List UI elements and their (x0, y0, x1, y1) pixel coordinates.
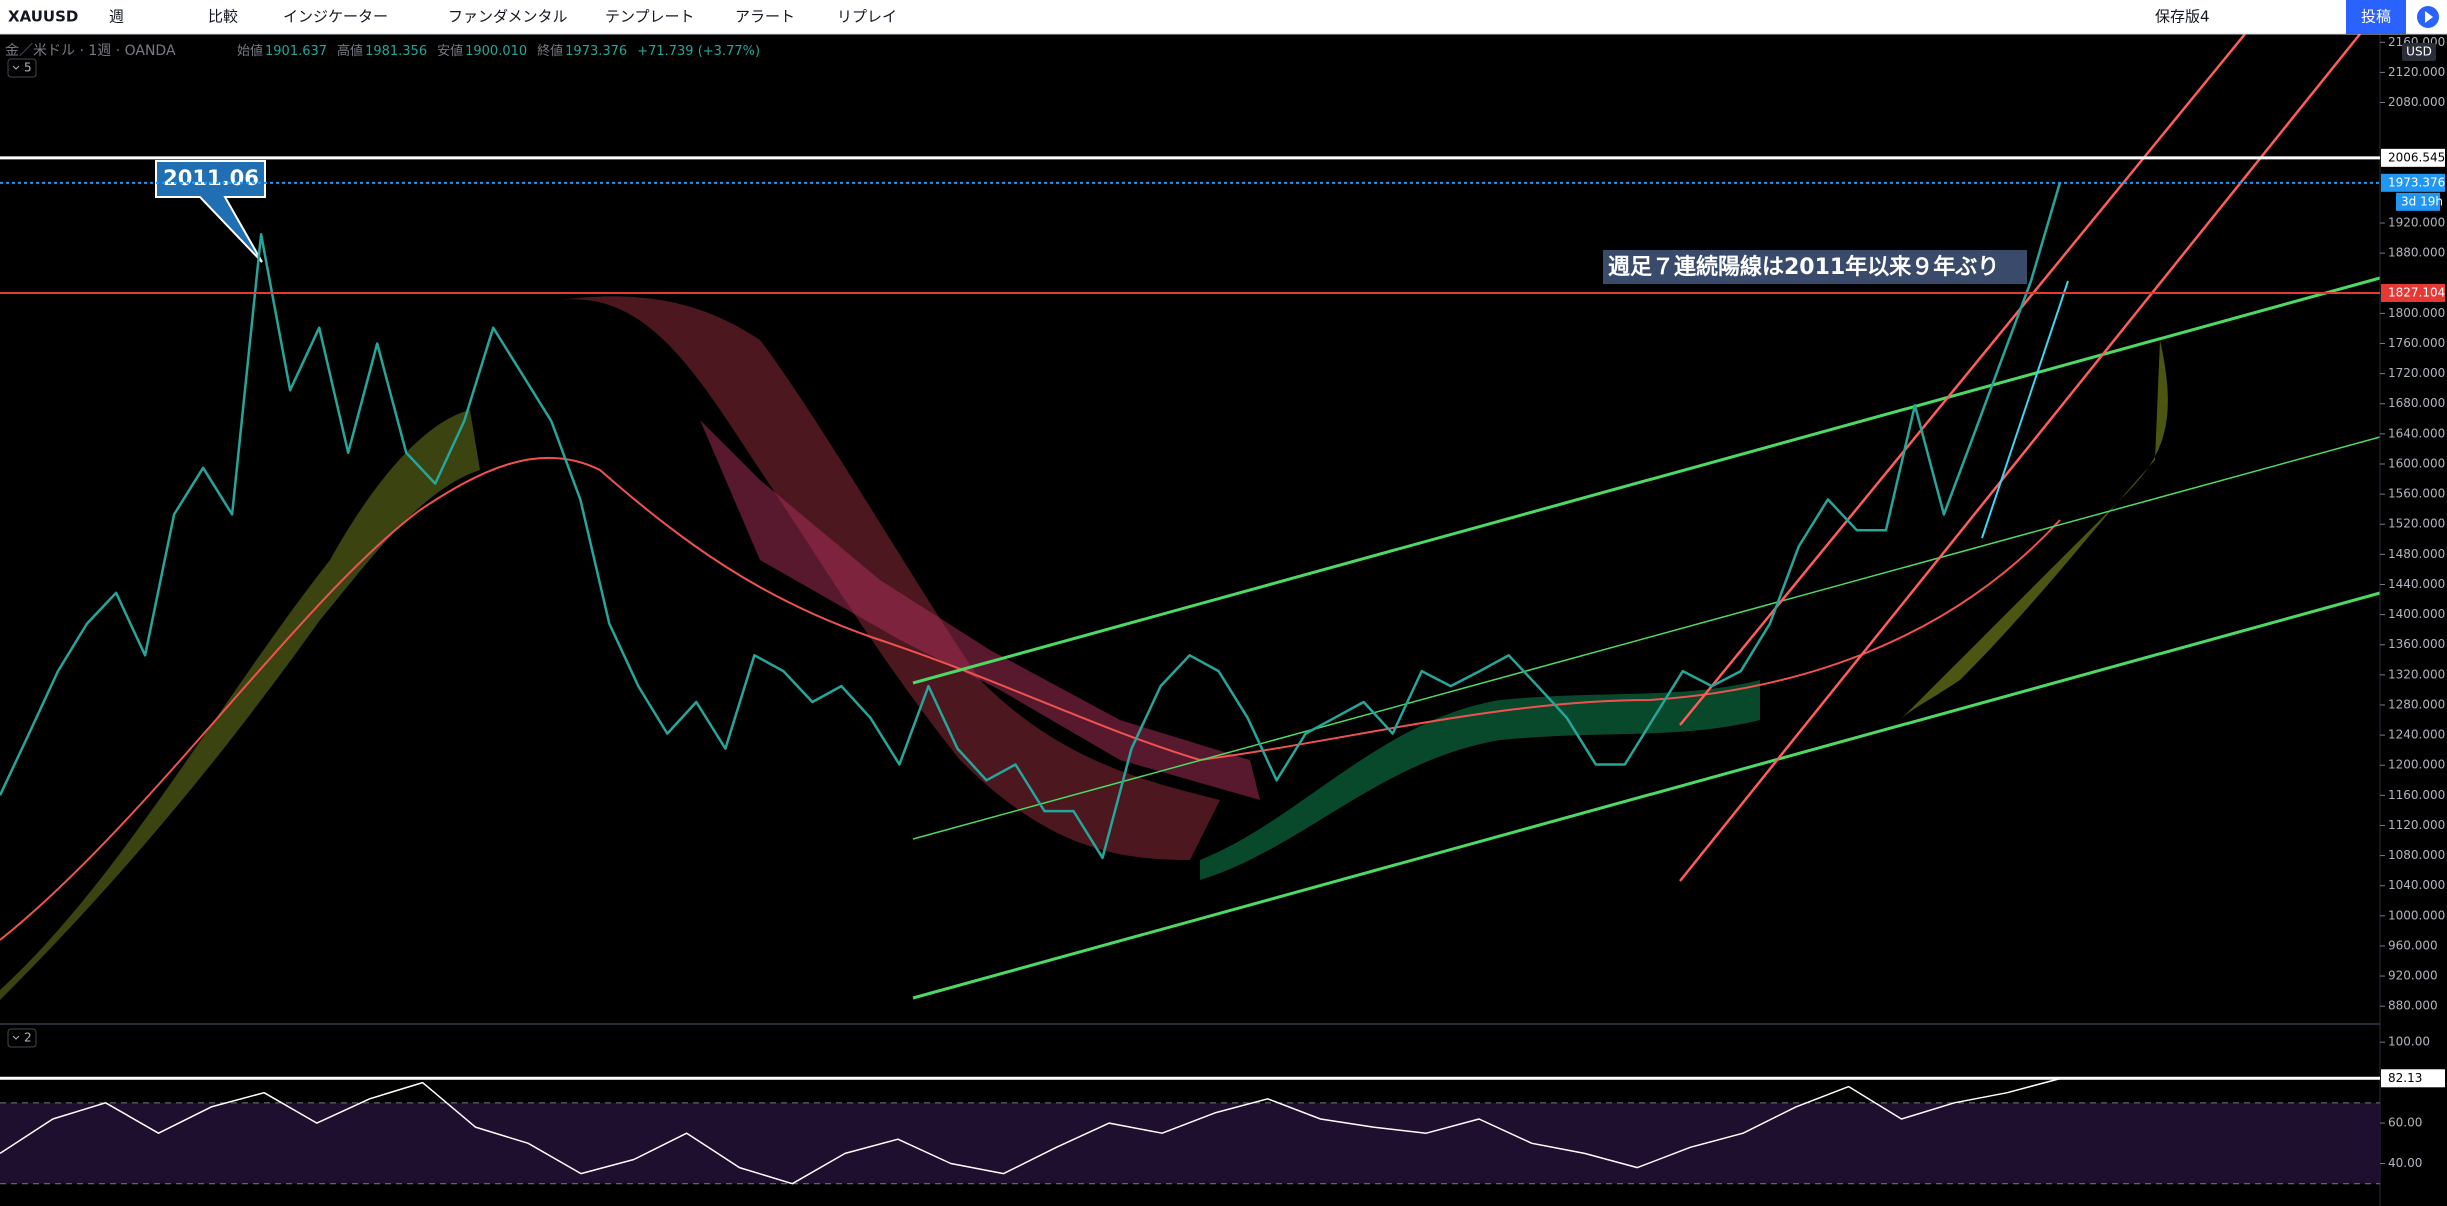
legend-values: 始値 1901.637 高値 1981.356 安値 1900.010 終値 1973.376… (237, 43, 760, 59)
drawings (0, 33, 2381, 1000)
cloud (0, 410, 480, 1000)
trend-line (1981, 280, 2069, 539)
y-tick-label: 1040.000 (2388, 878, 2445, 892)
y-tick-label: 1640.000 (2388, 426, 2445, 440)
trend-line (912, 276, 2381, 685)
y-tick-label: 1320.000 (2388, 667, 2445, 681)
layout-name[interactable]: 保存版4 (2155, 8, 2210, 26)
y-tick-label: 960.000 (2388, 938, 2438, 952)
pane-label: 5 (24, 61, 32, 75)
cloud (1200, 680, 1760, 880)
pane-toggle[interactable] (7, 1028, 37, 1048)
currency-box (2402, 43, 2436, 61)
callout-label: 2011.06 (163, 166, 259, 190)
y-tick-label: 40.00 (2388, 1156, 2422, 1170)
currency-label: USD (2406, 45, 2432, 59)
rsi-line (0, 1077, 2061, 1185)
toolbar-item[interactable]: 比較 (208, 8, 238, 26)
legend-field-label: 始値 (237, 43, 263, 59)
y-tick-label: 1440.000 (2388, 577, 2445, 591)
y-tick-label: 1080.000 (2388, 848, 2445, 862)
price-marker-box (2381, 148, 2445, 167)
price-marker-label: 82.13 (2388, 1071, 2422, 1085)
toolbar (0, 0, 2447, 34)
toolbar-item[interactable]: ファンダメンタル (448, 8, 568, 26)
symbol[interactable]: XAUUSD (8, 8, 78, 26)
y-tick-label: 1760.000 (2388, 336, 2445, 350)
y-tick-label: 880.000 (2388, 999, 2438, 1013)
price-marker-label: 2006.545 (2388, 150, 2445, 164)
pane-chevron (12, 65, 20, 70)
y-tick-label: 1120.000 (2388, 818, 2445, 832)
y-tick-label: 2080.000 (2388, 95, 2445, 109)
y-tick-label: 1400.000 (2388, 607, 2445, 621)
pane-chevron (12, 1035, 20, 1040)
y-tick-label: 1200.000 (2388, 758, 2445, 772)
legend-field-label: 高値 (337, 43, 363, 59)
rsi-band (0, 1102, 2380, 1184)
legend-change: +71.739 (+3.77%) (637, 44, 760, 59)
legend-field-value: 1901.637 (265, 44, 327, 59)
y-tick-label: 1280.000 (2388, 697, 2445, 711)
legend-field-value: 1973.376 (565, 44, 627, 59)
price-axis (2380, 34, 2447, 1206)
y-tick-label: 1520.000 (2388, 517, 2445, 531)
y-tick-label: 2120.000 (2388, 65, 2445, 79)
price-marker-label: 1973.376 (2388, 175, 2445, 189)
pane-label: 2 (24, 1031, 32, 1045)
interval[interactable]: 週 (109, 8, 124, 26)
y-tick-label: 1160.000 (2388, 788, 2445, 802)
cloud (560, 296, 1220, 860)
y-tick-label: 1920.000 (2388, 216, 2445, 230)
price-marker-box (2381, 173, 2445, 192)
publish-button[interactable] (2346, 0, 2406, 34)
toolbar-item[interactable]: アラート (735, 8, 795, 26)
publish-label[interactable]: 投稿 (2361, 8, 2391, 26)
toolbar-item[interactable]: リプレイ (837, 8, 897, 26)
price-marker-label: 1827.104 (2388, 285, 2445, 299)
toolbar-item[interactable]: テンプレート (605, 8, 695, 26)
y-tick-label: 1680.000 (2388, 396, 2445, 410)
price-marker-box (2381, 1069, 2445, 1088)
price-marker-box (2381, 283, 2445, 302)
y-tick-label: 1800.000 (2388, 306, 2445, 320)
note-label: 週足７連続陽線は2011年以来９年ぶり (1608, 254, 1999, 280)
legend-field-value: 1900.010 (465, 44, 527, 59)
cloud (700, 420, 1260, 800)
note-box (1603, 250, 2027, 284)
y-tick-label: 920.000 (2388, 969, 2438, 983)
countdown-label: 3d 19h (2401, 194, 2443, 208)
y-tick-label: 1360.000 (2388, 637, 2445, 651)
trend-line (912, 436, 2381, 840)
y-tick-label: 1560.000 (2388, 487, 2445, 501)
y-tick-label: 1600.000 (2388, 456, 2445, 470)
y-tick-label: 1480.000 (2388, 547, 2445, 561)
y-tick-label: 1000.000 (2388, 908, 2445, 922)
y-tick-label: 100.00 (2388, 1035, 2430, 1049)
toolbar-item[interactable]: インジケーター (283, 8, 388, 26)
legend-title: 金／米ドル · 1週 · OANDA (5, 43, 176, 59)
moving-average (0, 456, 2061, 941)
trend-line (912, 591, 2381, 1000)
trend-line (1679, 33, 2361, 882)
price-line (0, 182, 2062, 860)
pane-toggle[interactable] (7, 58, 37, 78)
y-tick-label: 1880.000 (2388, 246, 2445, 260)
legend-field-label: 安値 (437, 43, 463, 59)
play-icon (2425, 11, 2433, 23)
legend-field-label: 終値 (537, 43, 563, 59)
callout (155, 160, 266, 263)
legend-field-value: 1981.356 (365, 44, 427, 59)
y-tick-label: 60.00 (2388, 1116, 2422, 1130)
y-tick-label: 1240.000 (2388, 728, 2445, 742)
countdown-box (2396, 192, 2440, 211)
toolbar-items: 比較 インジケーター ファンダメンタル テンプレート アラート リプレイ (208, 8, 897, 26)
y-tick-label: 1720.000 (2388, 366, 2445, 380)
